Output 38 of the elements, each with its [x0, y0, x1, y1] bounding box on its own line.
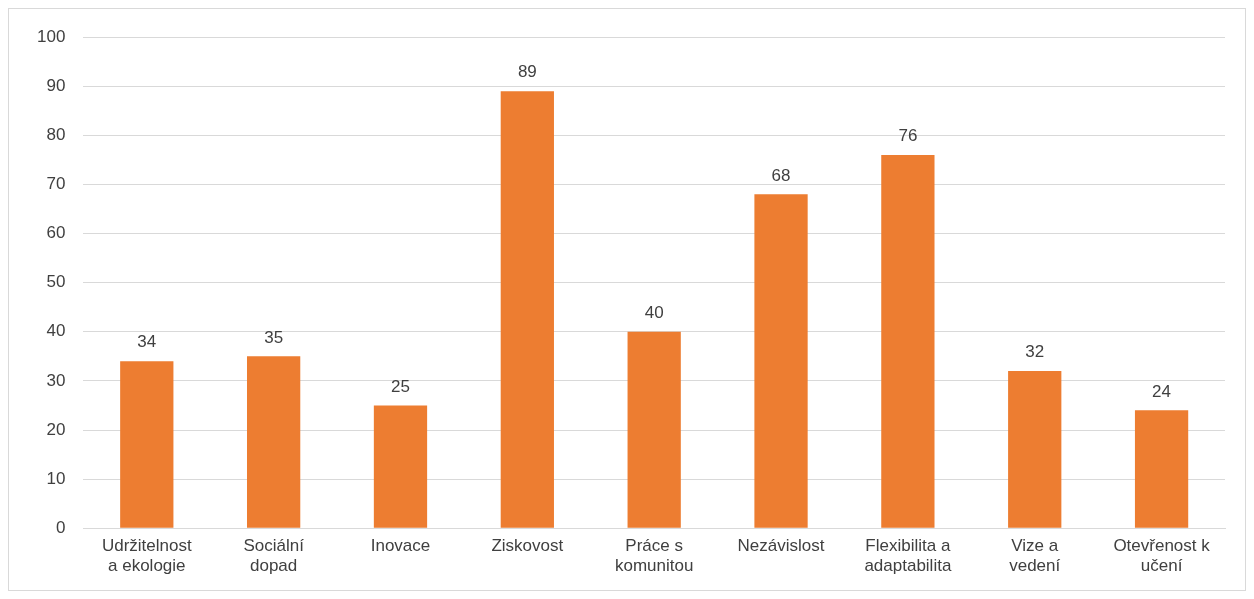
data-label: 32	[1025, 342, 1045, 362]
data-label: 25	[391, 376, 410, 396]
y-tick-label: 0	[55, 517, 66, 537]
data-label: 35	[264, 327, 284, 347]
y-tick-label: 70	[46, 174, 66, 194]
x-tick-label: Otevřenost k učení	[1113, 536, 1211, 576]
bar	[1134, 410, 1189, 528]
bar	[247, 356, 301, 528]
y-tick-label: 10	[46, 468, 66, 488]
bar	[881, 155, 935, 528]
x-tick-label: Flexibilita a adaptabilita	[864, 536, 952, 576]
y-tick-label: 50	[46, 272, 66, 292]
y-tick-label: 80	[46, 125, 66, 145]
data-label: 89	[517, 62, 537, 82]
y-tick-label: 100	[36, 26, 66, 46]
x-tick-label: Vize a vedení	[1009, 536, 1061, 576]
x-tick-label: Nezávislost	[737, 536, 825, 556]
y-tick-label: 60	[46, 223, 66, 243]
data-label: 40	[644, 302, 664, 322]
bar	[1008, 371, 1062, 528]
y-tick-label: 90	[46, 75, 66, 95]
y-tick-label: 40	[46, 321, 66, 341]
data-label: 76	[898, 126, 918, 146]
y-tick-label: 20	[46, 419, 66, 439]
bar	[754, 194, 808, 528]
bar	[373, 405, 428, 528]
bar	[500, 91, 554, 528]
x-tick-label: Udržitelnost a ekologie	[101, 536, 192, 576]
data-label: 34	[137, 332, 157, 352]
y-tick-label: 30	[46, 370, 66, 390]
x-tick-label: Inovace	[370, 536, 431, 556]
bar	[627, 331, 681, 528]
x-tick-label: Sociální dopad	[243, 536, 305, 576]
x-tick-label: Ziskovost	[491, 536, 564, 556]
data-label: 24	[1152, 381, 1172, 401]
x-tick-label: Práce s komunitou	[614, 536, 694, 576]
bar	[120, 361, 174, 528]
data-label: 68	[771, 165, 791, 185]
